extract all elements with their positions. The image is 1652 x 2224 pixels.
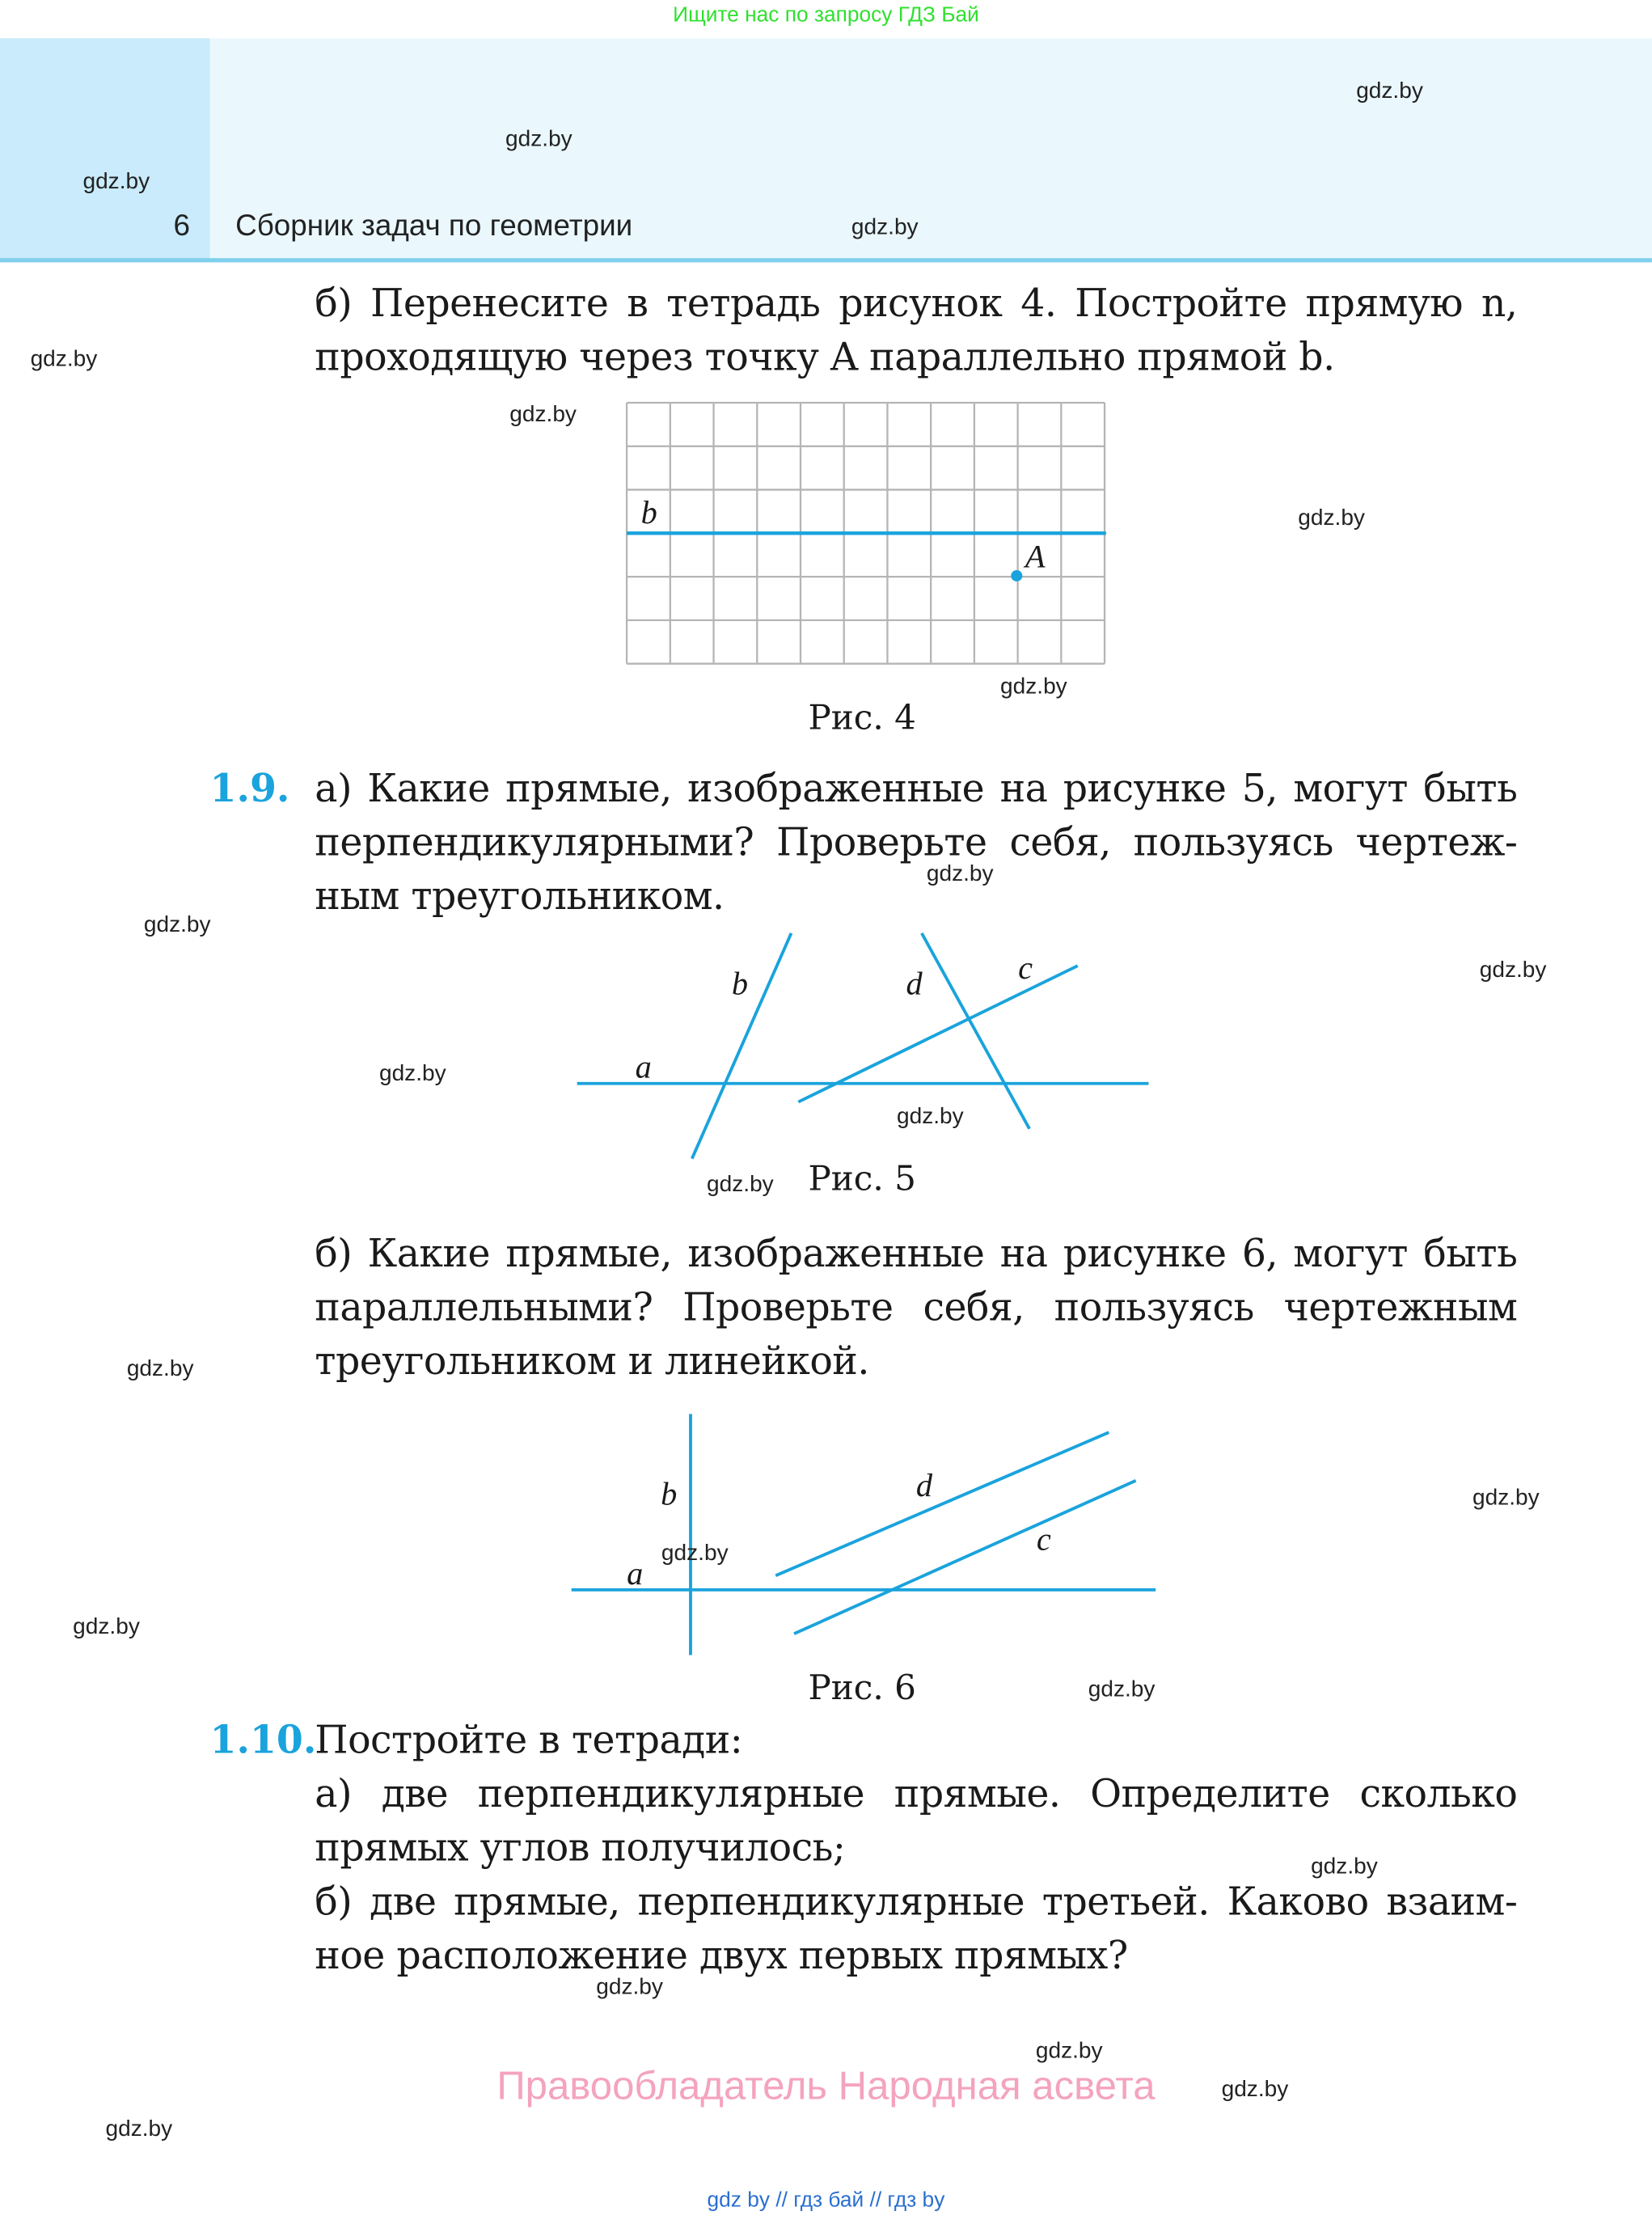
watermark: gdz.by	[1298, 506, 1365, 531]
text-line: а) Какие прямые, изображенные на рисунке…	[315, 767, 1518, 812]
figure5-label-d: d	[906, 965, 923, 1001]
watermark: gdz.by	[707, 1173, 774, 1198]
figure5-label-a: a	[636, 1049, 652, 1085]
watermark: gdz.by	[926, 862, 994, 886]
page-header-margin	[0, 38, 210, 259]
text-line: Постройте в тетради:	[315, 1719, 743, 1763]
figure4-point-A	[1011, 569, 1023, 581]
watermark: gdz.by	[126, 1357, 194, 1382]
watermark: gdz.by	[30, 347, 98, 372]
watermark: gdz.by	[82, 170, 150, 195]
watermark: gdz.by	[596, 1975, 663, 2000]
figure6-caption: Рис. 6	[808, 1668, 916, 1708]
figure6-label-b: b	[661, 1476, 677, 1512]
watermark: gdz.by	[1000, 674, 1067, 700]
figure5-line-c	[797, 964, 1079, 1104]
text-line: перпендикулярными? Проверьте себя, польз…	[315, 821, 1518, 865]
watermark: gdz.by	[105, 2117, 173, 2142]
watermark: gdz.by	[1479, 958, 1547, 983]
figure5-caption: Рис. 5	[808, 1158, 916, 1199]
watermark: gdz.by	[1088, 1677, 1156, 1702]
text-line: параллельными? Проверьте себя, пользуясь…	[315, 1286, 1518, 1330]
footer-links[interactable]: gdz by // гдз бай // гдз by	[707, 2188, 945, 2213]
text-line: б) Какие прямые, изображенные на рисунке…	[315, 1232, 1518, 1277]
watermark: gdz.by	[509, 403, 577, 427]
task-1-9b: б) Какие прямые, изображенные на рисунке…	[315, 1228, 1518, 1390]
page-number: 6	[173, 209, 190, 243]
figure6-label-c: c	[1037, 1521, 1051, 1558]
text-line: проходящую через точку A параллельно пря…	[315, 336, 1335, 380]
task-number-1-10: 1.10.	[209, 1719, 317, 1763]
figure6-label-d: d	[916, 1467, 933, 1503]
figure5-label-b: b	[732, 965, 748, 1001]
text-line: б) Перенесите в тетрадь рисунок 4. Постр…	[315, 281, 1518, 327]
text-line: прямых углов получилось;	[315, 1826, 846, 1871]
top-note: Ищите нас по запросу ГДЗ Бай	[673, 2, 979, 27]
text-line: а) две перпендикулярные прямые. Определи…	[315, 1773, 1518, 1817]
figure6-label-a: a	[627, 1555, 643, 1592]
text-line: треугольником и линейкой.	[315, 1340, 869, 1385]
watermark: gdz.by	[851, 215, 919, 240]
text-line: б) две прямые, перпендикулярные третьей.…	[315, 1880, 1518, 1925]
text-line: ное расположение двух первых прямых?	[315, 1934, 1128, 1979]
figure5-line-b	[690, 932, 793, 1160]
page-header	[0, 38, 1652, 259]
figure4-label-b: b	[641, 494, 657, 531]
watermark: gdz.by	[1356, 79, 1423, 104]
figure6-line-d	[775, 1431, 1110, 1578]
figure4-caption: Рис. 4	[808, 697, 916, 738]
watermark: gdz.by	[1472, 1486, 1540, 1511]
task-1-8b: б) Перенесите в тетрадь рисунок 4. Постр…	[315, 278, 1518, 386]
watermark: gdz.by	[1311, 1854, 1378, 1879]
figure4-label-A: A	[1023, 538, 1046, 574]
task-number-1-9: 1.9.	[209, 767, 290, 812]
watermark: gdz.by	[897, 1105, 964, 1129]
header-divider	[0, 258, 1652, 263]
watermark: gdz.by	[73, 1615, 140, 1640]
figure6-line-c	[793, 1478, 1137, 1635]
figure5-label-c: c	[1018, 949, 1033, 986]
watermark: gdz.by	[505, 127, 572, 152]
watermark: gdz.by	[1221, 2078, 1289, 2102]
text-line: ным треугольником.	[315, 874, 725, 920]
watermark: gdz.by	[1035, 2039, 1103, 2064]
task-1-10: Постройте в тетради: а) две перпендикуля…	[315, 1715, 1518, 1984]
book-title: Сборник задач по геометрии	[235, 209, 633, 243]
figure5-line-d	[920, 932, 1031, 1130]
watermark: gdz.by	[661, 1541, 729, 1566]
watermark: gdz.by	[143, 913, 211, 938]
watermark: gdz.by	[378, 1062, 446, 1087]
copyright-notice: Правообладатель Народная асвета	[496, 2063, 1156, 2108]
task-1-9a: а) Какие прямые, изображенные на рисунке…	[315, 763, 1518, 924]
